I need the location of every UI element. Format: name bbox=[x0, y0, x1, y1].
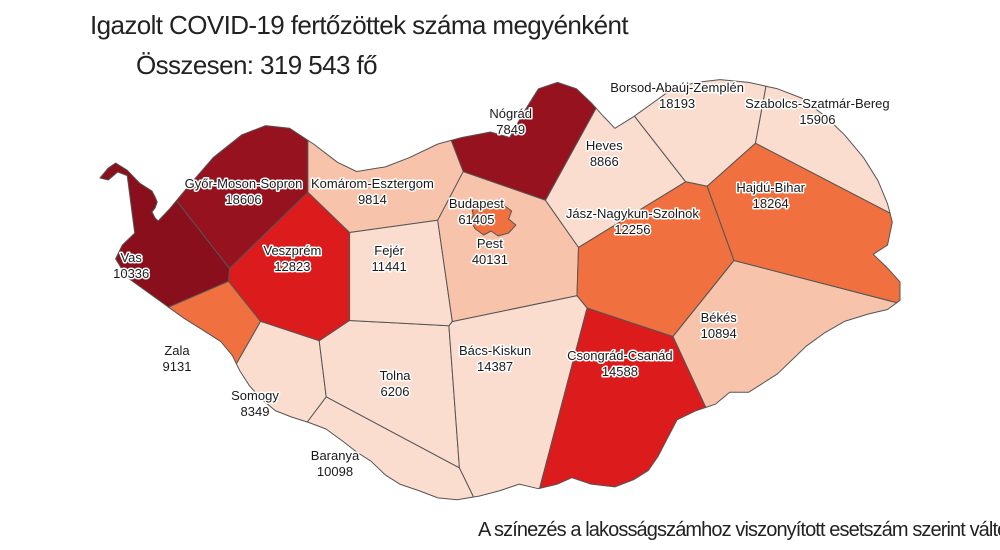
svg-text:15906: 15906 bbox=[799, 112, 835, 127]
svg-text:Tolna: Tolna bbox=[379, 368, 411, 383]
svg-text:18606: 18606 bbox=[225, 192, 261, 207]
svg-text:14588: 14588 bbox=[602, 364, 638, 379]
svg-text:8866: 8866 bbox=[590, 154, 619, 169]
svg-text:Fejér: Fejér bbox=[374, 243, 404, 258]
svg-text:40131: 40131 bbox=[472, 252, 508, 267]
svg-text:Nógrád: Nógrád bbox=[489, 106, 532, 121]
svg-text:10098: 10098 bbox=[317, 464, 353, 479]
svg-text:Csongrád-Csanád: Csongrád-Csanád bbox=[567, 348, 673, 363]
svg-text:11441: 11441 bbox=[372, 259, 407, 274]
svg-text:Veszprém: Veszprém bbox=[263, 243, 321, 258]
svg-text:14387: 14387 bbox=[477, 359, 513, 374]
svg-text:Baranya: Baranya bbox=[311, 448, 360, 463]
svg-text:18193: 18193 bbox=[659, 96, 695, 111]
svg-text:Békés: Békés bbox=[701, 310, 738, 325]
svg-text:Pest: Pest bbox=[477, 236, 503, 251]
svg-text:Jász-Nagykun-Szolnok: Jász-Nagykun-Szolnok bbox=[566, 206, 699, 221]
svg-text:6206: 6206 bbox=[381, 384, 410, 399]
svg-text:9131: 9131 bbox=[163, 359, 192, 374]
svg-text:Vas: Vas bbox=[120, 250, 142, 265]
svg-text:Komárom-Esztergom: Komárom-Esztergom bbox=[311, 176, 434, 191]
svg-text:10894: 10894 bbox=[701, 326, 737, 341]
svg-text:Hajdú-Bihar: Hajdú-Bihar bbox=[736, 180, 805, 195]
svg-text:18264: 18264 bbox=[753, 196, 789, 211]
svg-text:61405: 61405 bbox=[458, 212, 494, 227]
svg-text:Szabolcs-Szatmár-Bereg: Szabolcs-Szatmár-Bereg bbox=[745, 96, 890, 111]
svg-text:12823: 12823 bbox=[274, 259, 310, 274]
svg-text:Bács-Kiskun: Bács-Kiskun bbox=[459, 343, 531, 358]
svg-text:Somogy: Somogy bbox=[231, 388, 279, 403]
svg-text:Borsod-Abaúj-Zemplén: Borsod-Abaúj-Zemplén bbox=[610, 80, 744, 95]
svg-text:8349: 8349 bbox=[241, 404, 270, 419]
svg-text:12256: 12256 bbox=[614, 222, 650, 237]
svg-text:Budapest: Budapest bbox=[449, 196, 504, 211]
svg-text:9814: 9814 bbox=[358, 192, 387, 207]
svg-text:Zala: Zala bbox=[164, 343, 190, 358]
svg-text:Győr-Moson-Sopron: Győr-Moson-Sopron bbox=[185, 176, 303, 191]
svg-text:7849: 7849 bbox=[496, 122, 525, 137]
svg-text:10336: 10336 bbox=[113, 266, 149, 281]
svg-text:Heves: Heves bbox=[586, 138, 623, 153]
